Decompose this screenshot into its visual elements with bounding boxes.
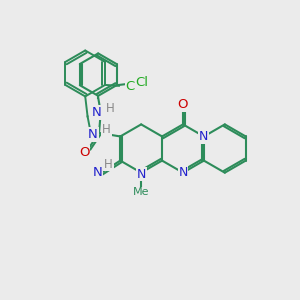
Text: Me: Me — [133, 188, 149, 197]
Text: H: H — [102, 123, 111, 136]
Text: N: N — [93, 166, 103, 179]
Text: N: N — [92, 106, 102, 119]
Text: N: N — [136, 168, 146, 181]
Text: N: N — [199, 130, 208, 143]
Text: N: N — [88, 128, 98, 141]
Text: N: N — [178, 167, 188, 179]
Text: O: O — [79, 146, 90, 159]
Text: H: H — [106, 102, 114, 115]
Text: O: O — [178, 98, 188, 111]
Text: H: H — [104, 158, 113, 171]
Text: N: N — [178, 167, 188, 179]
Text: Cl: Cl — [126, 80, 139, 93]
Text: Cl: Cl — [136, 76, 149, 89]
